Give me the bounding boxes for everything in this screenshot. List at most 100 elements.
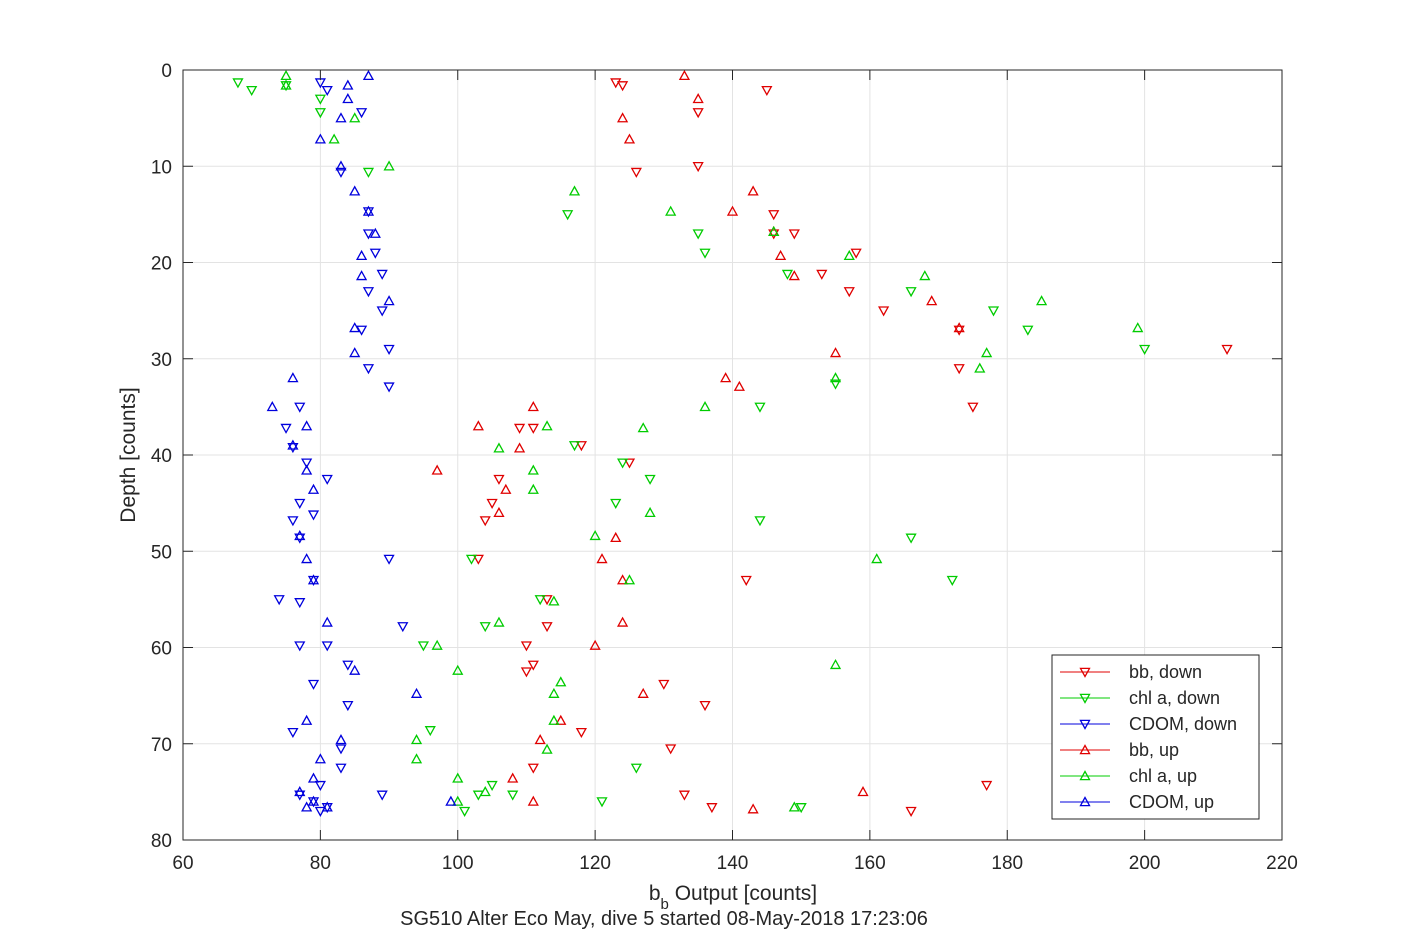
data-point-up <box>788 270 800 281</box>
y-tick-label: 50 <box>151 542 172 563</box>
data-point-down <box>850 248 862 259</box>
data-point-down <box>981 780 993 791</box>
data-point-down <box>479 516 491 527</box>
data-point-up <box>774 249 787 261</box>
data-point-up <box>301 714 313 725</box>
data-point-down <box>630 167 642 178</box>
data-point-down <box>699 701 711 712</box>
data-point-up <box>692 93 704 104</box>
data-point-down <box>534 595 546 606</box>
data-point-down <box>486 498 498 509</box>
data-point-up <box>541 743 553 754</box>
data-point-down <box>307 679 320 690</box>
data-point-down <box>1022 325 1034 336</box>
data-point-down <box>362 287 375 298</box>
data-point-down <box>335 167 347 178</box>
data-point-down <box>527 763 539 774</box>
x-tick-label: 140 <box>717 853 749 874</box>
data-point-up <box>589 639 601 650</box>
data-point-up <box>678 70 691 81</box>
data-point-down <box>486 780 498 791</box>
legend: bb, down chl a, down CDOM, down bb, up chl a… <box>1051 654 1260 820</box>
data-point-up <box>307 772 320 783</box>
data-point-down <box>294 641 306 652</box>
data-point-down <box>1139 344 1151 355</box>
data-point-down <box>472 554 484 565</box>
data-point-down <box>754 516 766 527</box>
y-tick-label: 20 <box>151 254 172 275</box>
data-point-down <box>768 210 780 221</box>
data-point-down <box>768 229 780 240</box>
data-point-down <box>692 108 704 119</box>
data-point-up <box>301 553 313 564</box>
data-point-down <box>541 595 553 606</box>
data-point-up <box>452 772 464 783</box>
data-point-up <box>307 574 320 585</box>
data-point-up <box>321 801 333 812</box>
data-point-down <box>692 229 704 240</box>
data-point-up <box>548 714 560 725</box>
data-point-down <box>665 744 677 755</box>
data-point-down <box>465 554 478 565</box>
data-point-up <box>431 639 443 650</box>
data-point-up <box>349 322 361 333</box>
data-point-down <box>568 441 581 452</box>
data-point-down <box>507 790 519 801</box>
axis-ticks: 60 80 100 120 140 160 180 200 220010203040506070… <box>151 61 1298 874</box>
data-point-down <box>692 161 704 173</box>
data-point-up <box>527 401 539 412</box>
data-point-down <box>905 533 917 544</box>
data-point-down <box>658 679 670 690</box>
data-point-down <box>479 622 491 633</box>
data-point-up <box>555 676 567 687</box>
data-point-up <box>829 658 842 670</box>
data-point-up <box>616 616 629 627</box>
data-point-up <box>926 295 938 306</box>
data-point-down <box>706 803 718 814</box>
y-tick-label: 60 <box>151 639 172 660</box>
data-point-up <box>307 483 320 494</box>
data-point-up <box>857 786 869 797</box>
data-point-up <box>452 795 464 806</box>
y-tick-label: 80 <box>151 831 172 852</box>
data-point-up <box>383 160 395 171</box>
x-axis-label: bb Output [counts] <box>649 882 817 913</box>
data-point-up <box>953 322 965 333</box>
data-point-up <box>328 133 340 144</box>
data-point-down <box>541 622 553 633</box>
data-point-down <box>294 402 306 413</box>
data-point-up <box>568 185 581 196</box>
data-point-up <box>410 753 423 764</box>
data-point-down <box>294 533 306 544</box>
chart-title: SG510 Alter Eco May, dive 5 started 08-M… <box>400 908 928 930</box>
data-point-up <box>280 70 292 81</box>
data-point-up <box>919 270 931 281</box>
data-point-down <box>314 94 326 105</box>
x-tick-label: 100 <box>442 853 474 874</box>
data-point-up <box>287 372 299 383</box>
data-point-up <box>294 786 306 797</box>
data-point-up <box>747 803 759 814</box>
data-point-up <box>349 664 361 675</box>
data-point-down <box>383 344 395 355</box>
y-tick-label: 30 <box>151 350 172 371</box>
data-point-down <box>355 108 368 119</box>
data-point-up <box>726 205 739 216</box>
data-point-down <box>397 622 409 633</box>
data-point-up <box>871 553 883 564</box>
data-point-up <box>548 595 560 606</box>
data-point-down <box>829 379 842 390</box>
x-tick-label: 60 <box>172 853 193 874</box>
data-point-down <box>795 803 807 814</box>
data-point-up <box>266 401 278 412</box>
data-point-up <box>335 160 347 171</box>
data-point-up <box>974 362 986 373</box>
data-point-down <box>575 441 587 452</box>
data-point-down <box>342 701 354 712</box>
data-point-down <box>314 806 326 817</box>
data-point-down <box>280 423 292 434</box>
data-point-down <box>287 516 299 527</box>
x-tick-label: 220 <box>1266 853 1298 874</box>
data-point-down <box>321 85 333 97</box>
data-point-up <box>610 531 622 543</box>
